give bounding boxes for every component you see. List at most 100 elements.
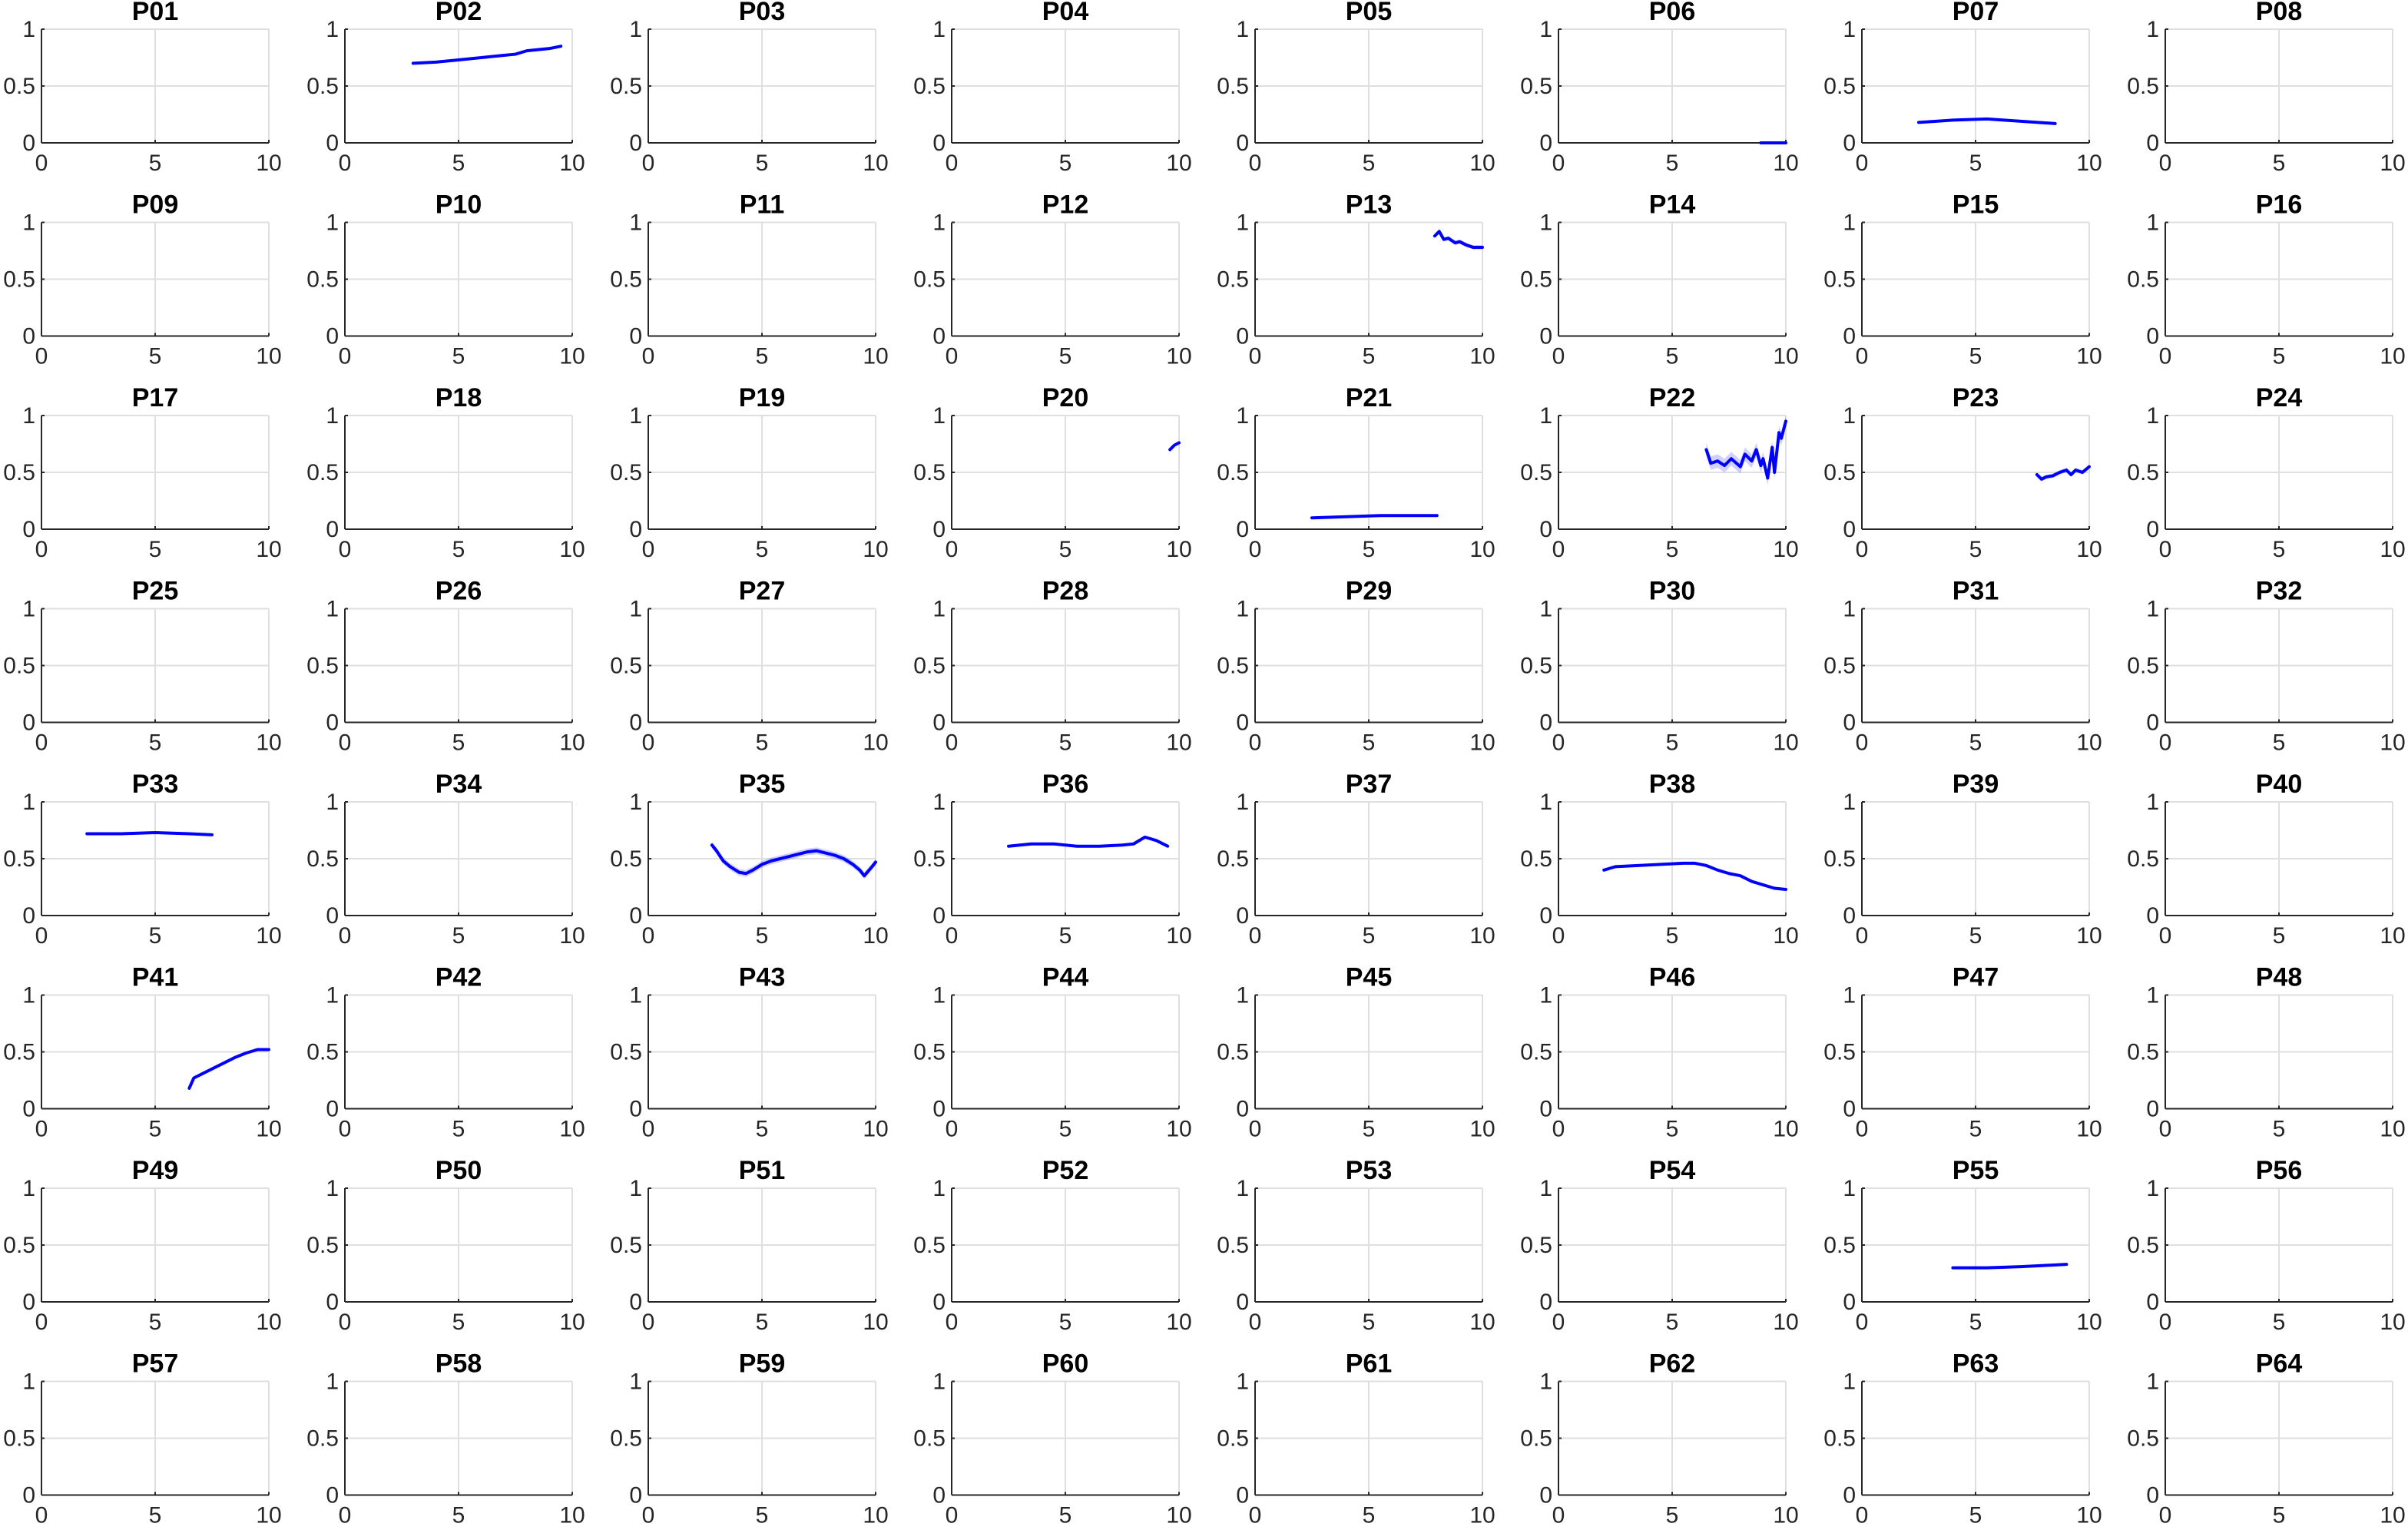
panel-p34: 0 5 10 0 0.5 1 P34 — [306, 770, 585, 949]
y-tick-label: 0.5 — [2127, 654, 2159, 679]
y-tick-label: 0 — [2146, 517, 2159, 542]
panel-title: P60 — [1042, 1350, 1089, 1379]
x-tick-label: 0 — [946, 344, 959, 369]
y-tick-label: 1 — [1539, 983, 1552, 1008]
x-tick-label: 5 — [2273, 344, 2286, 369]
panel-p52: 0 5 10 0 0.5 1 P52 — [913, 1156, 1191, 1335]
panel-title: P64 — [2256, 1350, 2303, 1379]
x-tick-label: 10 — [1469, 151, 1495, 176]
x-tick-label: 10 — [2380, 344, 2405, 369]
panel-p09: 0 5 10 0 0.5 1 P09 — [3, 190, 281, 369]
x-tick-label: 0 — [1249, 923, 1262, 949]
y-tick-label: 0 — [326, 517, 339, 542]
y-tick-label: 0.5 — [1823, 460, 1856, 485]
x-tick-label: 5 — [1666, 1310, 1679, 1335]
y-tick-label: 0.5 — [1520, 460, 1552, 485]
y-tick-label: 1 — [2146, 210, 2159, 236]
x-tick-label: 5 — [2273, 1117, 2286, 1142]
panel-p08: 0 5 10 0 0.5 1 P08 — [2127, 0, 2405, 176]
panel-p06: 0 5 10 0 0.5 1 P06 — [1520, 0, 1798, 176]
x-tick-label: 0 — [35, 151, 48, 176]
y-tick-label: 0 — [1539, 131, 1552, 156]
panel-title: P04 — [1042, 0, 1089, 26]
x-tick-label: 10 — [559, 1310, 585, 1335]
series-line — [1433, 230, 1484, 250]
y-tick-label: 1 — [1843, 403, 1856, 429]
x-tick-label: 10 — [1469, 1117, 1495, 1142]
y-tick-label: 0 — [22, 1097, 35, 1122]
y-tick-label: 0 — [932, 517, 946, 542]
x-tick-label: 5 — [1059, 344, 1072, 369]
x-tick-label: 0 — [642, 537, 655, 562]
panel-p15: 0 5 10 0 0.5 1 P15 — [1823, 190, 2102, 369]
y-tick-label: 0.5 — [610, 1040, 642, 1065]
y-tick-label: 0.5 — [1520, 654, 1552, 679]
panel-p61: 0 5 10 0 0.5 1 P61 — [1217, 1350, 1495, 1528]
y-tick-label: 0 — [22, 903, 35, 929]
panel-p35: 0 5 10 0 0.5 1 P35 — [610, 770, 888, 949]
y-tick-label: 0 — [1539, 903, 1552, 929]
y-tick-label: 0.5 — [913, 1233, 946, 1258]
x-tick-label: 5 — [1666, 344, 1679, 369]
y-tick-label: 0.5 — [913, 846, 946, 872]
y-tick-label: 0 — [629, 903, 642, 929]
panel-title: P01 — [132, 0, 179, 26]
panel-title: P18 — [436, 383, 482, 412]
panel-p32: 0 5 10 0 0.5 1 P32 — [2127, 577, 2405, 756]
x-tick-label: 0 — [1856, 1310, 1869, 1335]
x-tick-label: 0 — [642, 923, 655, 949]
y-tick-label: 1 — [629, 210, 642, 236]
panel-p49: 0 5 10 0 0.5 1 P49 — [3, 1156, 281, 1335]
series-line — [1704, 419, 1787, 480]
panel-p58: 0 5 10 0 0.5 1 P58 — [306, 1350, 585, 1528]
x-tick-label: 10 — [2380, 1117, 2405, 1142]
panel-p07: 0 5 10 0 0.5 1 P07 — [1823, 0, 2102, 176]
y-tick-label: 0 — [932, 710, 946, 736]
y-tick-label: 1 — [326, 983, 339, 1008]
y-tick-label: 1 — [22, 403, 35, 429]
x-tick-label: 10 — [559, 1503, 585, 1528]
x-tick-label: 5 — [1363, 151, 1376, 176]
x-tick-label: 5 — [149, 730, 162, 756]
y-tick-label: 0 — [326, 131, 339, 156]
y-tick-label: 0.5 — [1217, 267, 1249, 293]
panel-title: P02 — [436, 0, 482, 26]
y-tick-label: 1 — [1539, 1369, 1552, 1395]
y-tick-label: 1 — [2146, 1369, 2159, 1395]
x-tick-label: 10 — [1166, 344, 1191, 369]
x-tick-label: 10 — [256, 1117, 281, 1142]
panel-p38: 0 5 10 0 0.5 1 P38 — [1520, 770, 1798, 949]
x-tick-label: 0 — [1552, 1503, 1565, 1528]
y-tick-label: 0.5 — [306, 846, 339, 872]
y-tick-label: 1 — [1236, 403, 1249, 429]
panel-p13: 0 5 10 0 0.5 1 P13 — [1217, 190, 1495, 369]
y-tick-label: 0.5 — [306, 460, 339, 485]
panel-title: P38 — [1649, 770, 1696, 799]
panel-title: P32 — [2256, 577, 2303, 606]
series-line — [1602, 861, 1787, 891]
x-tick-label: 0 — [2159, 1310, 2172, 1335]
panel-p41: 0 5 10 0 0.5 1 P41 — [3, 963, 281, 1142]
y-tick-label: 0.5 — [1823, 1426, 1856, 1452]
x-tick-label: 0 — [1249, 1503, 1262, 1528]
y-tick-label: 1 — [932, 983, 946, 1008]
panel-p10: 0 5 10 0 0.5 1 P10 — [306, 190, 585, 369]
panel-title: P34 — [436, 770, 482, 799]
x-tick-label: 10 — [256, 1310, 281, 1335]
x-tick-label: 5 — [756, 1117, 769, 1142]
y-tick-label: 1 — [1843, 210, 1856, 236]
y-tick-label: 0.5 — [3, 1233, 35, 1258]
x-tick-label: 0 — [642, 1503, 655, 1528]
y-tick-label: 1 — [932, 17, 946, 42]
x-tick-label: 0 — [2159, 1117, 2172, 1142]
x-tick-label: 0 — [2159, 1503, 2172, 1528]
y-tick-label: 1 — [22, 597, 35, 622]
y-tick-label: 0 — [22, 517, 35, 542]
x-tick-label: 5 — [452, 344, 465, 369]
y-tick-label: 1 — [2146, 1176, 2159, 1201]
y-tick-label: 0 — [22, 131, 35, 156]
x-tick-label: 5 — [1969, 151, 1982, 176]
panel-p01: 0 5 10 0 0.5 1 P01 — [3, 0, 281, 176]
y-tick-label: 0 — [932, 324, 946, 349]
panel-p28: 0 5 10 0 0.5 1 P28 — [913, 577, 1191, 756]
